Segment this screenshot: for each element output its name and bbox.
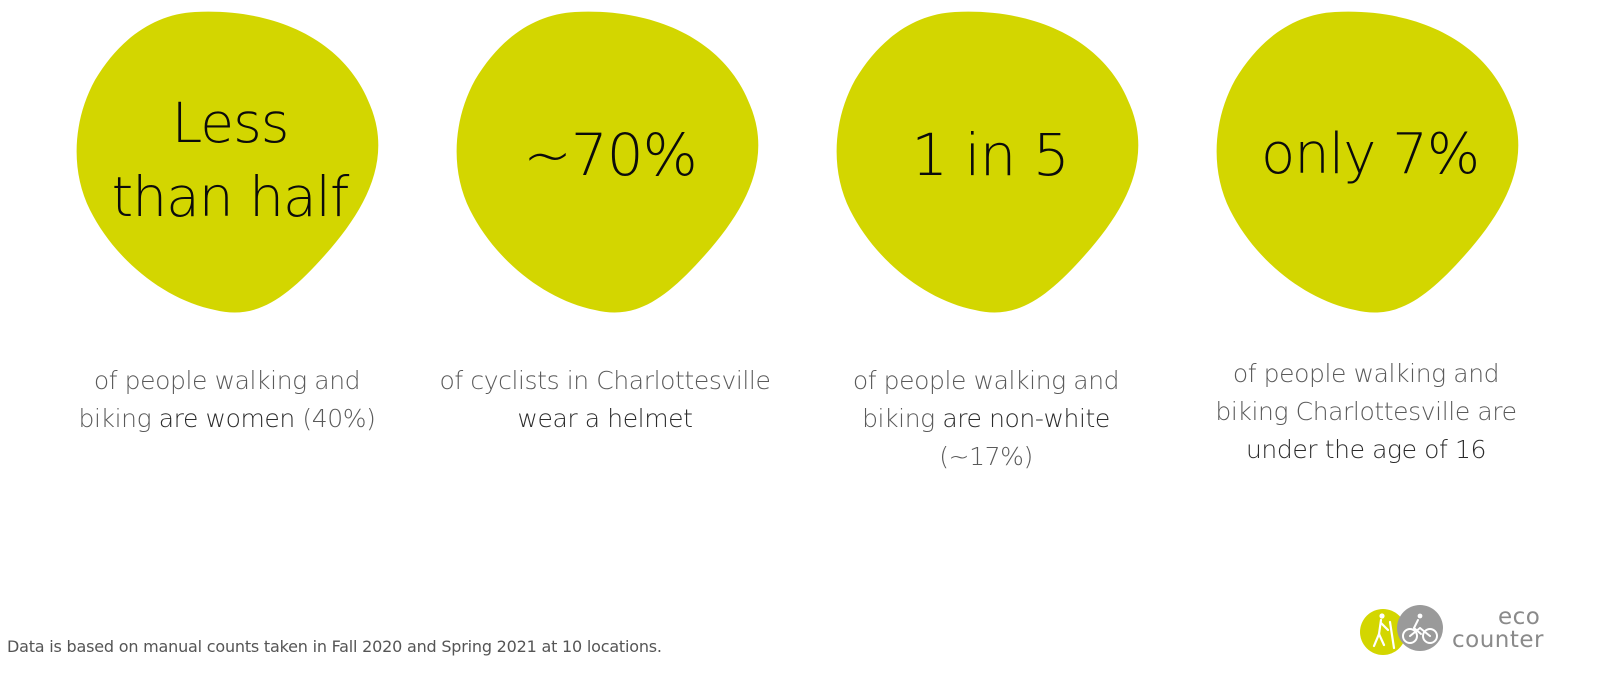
stat-description: of people walking and biking Charlottesv… bbox=[1186, 355, 1546, 469]
desc-line: biking are non-white bbox=[806, 400, 1166, 438]
eco-counter-logo: eco counter bbox=[1360, 602, 1602, 662]
blob-shape: Less than half bbox=[75, 10, 395, 320]
desc-emphasis: under the age of 16 bbox=[1245, 435, 1487, 464]
logo-mark bbox=[1360, 605, 1443, 655]
hiker-icon bbox=[1360, 609, 1406, 655]
desc-text: of cyclists in Charlottesville bbox=[439, 366, 771, 395]
blob-shape-svg bbox=[76, 11, 379, 313]
desc-line: biking Charlottesville are bbox=[1186, 393, 1546, 431]
desc-line: wear a helmet bbox=[425, 400, 785, 438]
stat-headline-line: Less bbox=[171, 91, 290, 155]
desc-text: (~17%) bbox=[939, 442, 1033, 471]
cyclist-icon-figure bbox=[1402, 613, 1438, 644]
stat-description: of cyclists in Charlottesville wear a he… bbox=[425, 362, 785, 438]
desc-text: of people walking and bbox=[93, 366, 361, 395]
desc-line: of people walking and bbox=[1186, 355, 1546, 393]
stat-headline: ~70% bbox=[445, 120, 775, 190]
hiker-icon-figure bbox=[1372, 613, 1396, 650]
desc-emphasis: are non-white bbox=[942, 404, 1110, 433]
desc-line: of people walking and bbox=[806, 362, 1166, 400]
stat-card-helmet: ~70% of cyclists in Charlottesville wear… bbox=[440, 10, 785, 433]
desc-text: of people walking and bbox=[1232, 359, 1500, 388]
desc-text: of people walking and bbox=[852, 366, 1120, 395]
blob-shape-svg bbox=[836, 11, 1139, 313]
logo-line-eco: eco bbox=[1498, 604, 1541, 630]
stat-headline-line: only 7% bbox=[1260, 122, 1480, 187]
stat-card-women: Less than half of people walking and bik… bbox=[75, 10, 405, 433]
desc-text: (40%) bbox=[294, 404, 376, 433]
stat-card-under-16: only 7% of people walking and biking Cha… bbox=[1215, 10, 1545, 464]
stat-description: of people walking and biking are non-whi… bbox=[806, 362, 1166, 476]
stat-card-non-white: 1 in 5 of people walking and biking are … bbox=[835, 10, 1165, 471]
blob-shape-svg bbox=[456, 11, 759, 313]
blob-shape-svg bbox=[1216, 11, 1519, 313]
desc-emphasis: wear a helmet bbox=[517, 404, 693, 433]
logo-line-counter: counter bbox=[1452, 627, 1544, 653]
desc-text: biking Charlottesville are bbox=[1215, 397, 1517, 426]
stat-headline-line: ~70% bbox=[523, 121, 698, 189]
desc-text: biking bbox=[862, 404, 943, 433]
blob-shape: only 7% bbox=[1215, 10, 1535, 320]
stat-description: of people walking and biking are women (… bbox=[47, 362, 407, 438]
stat-headline-line: than half bbox=[111, 165, 350, 229]
desc-line: of people walking and bbox=[47, 362, 407, 400]
stat-headline: only 7% bbox=[1205, 120, 1535, 190]
desc-line: of cyclists in Charlottesville bbox=[425, 362, 785, 400]
desc-line: (~17%) bbox=[806, 438, 1166, 476]
desc-text: biking bbox=[78, 404, 159, 433]
blob-shape: ~70% bbox=[455, 10, 775, 320]
stat-headline: Less than half bbox=[65, 86, 395, 234]
stat-headline-line: 1 in 5 bbox=[911, 121, 1070, 189]
stat-headline: 1 in 5 bbox=[825, 120, 1155, 190]
desc-line: under the age of 16 bbox=[1186, 431, 1546, 469]
footnote: Data is based on manual counts taken in … bbox=[7, 637, 662, 656]
blob-shape: 1 in 5 bbox=[835, 10, 1155, 320]
desc-emphasis: are women bbox=[158, 404, 296, 433]
desc-line: biking are women (40%) bbox=[47, 400, 407, 438]
